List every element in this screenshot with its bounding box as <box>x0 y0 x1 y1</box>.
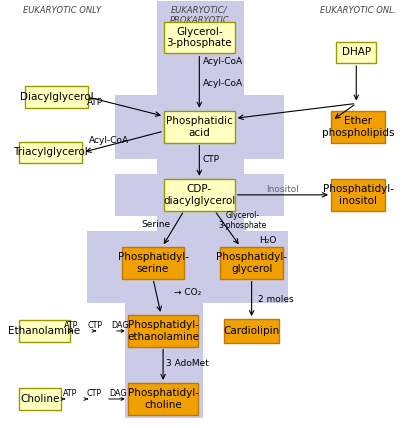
FancyBboxPatch shape <box>330 179 385 211</box>
Text: → CO₂: → CO₂ <box>174 288 201 297</box>
Text: Phosphatidyl-
choline: Phosphatidyl- choline <box>127 388 198 410</box>
FancyBboxPatch shape <box>19 320 69 342</box>
Text: CDP-
diacylglycerol: CDP- diacylglycerol <box>163 184 235 206</box>
FancyBboxPatch shape <box>164 111 234 143</box>
Text: EUKARYOTIC ONL.: EUKARYOTIC ONL. <box>319 6 396 15</box>
FancyBboxPatch shape <box>121 247 184 279</box>
Text: DAG: DAG <box>109 389 126 398</box>
Text: Acyl-CoA: Acyl-CoA <box>202 57 242 66</box>
Text: Ethanolamine: Ethanolamine <box>8 326 80 336</box>
Text: Inositol: Inositol <box>265 185 298 194</box>
Text: Phosphatidic
acid: Phosphatidic acid <box>166 116 232 138</box>
Text: ATP: ATP <box>62 389 77 398</box>
Text: Acyl-CoA: Acyl-CoA <box>88 136 128 145</box>
Text: 3 AdoMet: 3 AdoMet <box>166 359 209 368</box>
FancyBboxPatch shape <box>224 319 278 343</box>
Text: Choline: Choline <box>21 394 60 404</box>
Text: CTP: CTP <box>86 389 101 398</box>
Polygon shape <box>86 0 287 418</box>
Text: Diacylglycerol: Diacylglycerol <box>19 92 93 102</box>
Text: DAG: DAG <box>111 321 128 330</box>
Text: Cardiolipin: Cardiolipin <box>223 326 279 336</box>
Text: H₂O: H₂O <box>258 236 275 245</box>
Text: DHAP: DHAP <box>341 48 370 57</box>
FancyBboxPatch shape <box>220 247 282 279</box>
FancyBboxPatch shape <box>128 315 198 347</box>
FancyBboxPatch shape <box>164 21 234 54</box>
FancyBboxPatch shape <box>19 388 62 410</box>
Text: Phosphatidyl-
glycerol: Phosphatidyl- glycerol <box>216 252 287 273</box>
Text: CTP: CTP <box>88 321 103 330</box>
Text: Glycerol-
3-phosphate: Glycerol- 3-phosphate <box>166 27 232 48</box>
FancyBboxPatch shape <box>19 142 81 163</box>
Text: EUKARYOTIC ONLY: EUKARYOTIC ONLY <box>24 6 101 15</box>
Text: Serine: Serine <box>141 220 170 229</box>
FancyBboxPatch shape <box>164 179 234 211</box>
Text: 2 moles: 2 moles <box>257 294 292 303</box>
FancyBboxPatch shape <box>330 111 385 143</box>
FancyBboxPatch shape <box>335 42 375 63</box>
Text: CTP: CTP <box>202 155 219 164</box>
Text: Phosphatidyl-
serine: Phosphatidyl- serine <box>117 252 188 273</box>
Text: ATP: ATP <box>64 321 78 330</box>
FancyBboxPatch shape <box>25 86 88 108</box>
Text: ATP: ATP <box>86 98 102 107</box>
Text: Glycerol-
3-phosphate: Glycerol- 3-phosphate <box>218 211 266 230</box>
Text: Acyl-CoA: Acyl-CoA <box>202 78 242 88</box>
Text: Ether
phospholipids: Ether phospholipids <box>321 116 394 138</box>
Text: Phosphatidyl-
ethanolamine: Phosphatidyl- ethanolamine <box>127 320 199 342</box>
FancyBboxPatch shape <box>128 383 198 415</box>
Text: Phosphatidyl-
inositol: Phosphatidyl- inositol <box>322 184 393 206</box>
Text: EUKARYOTIC/
PROKARYOTIC: EUKARYOTIC/ PROKARYOTIC <box>169 6 229 25</box>
Text: Triacylglycerol: Triacylglycerol <box>13 147 88 158</box>
